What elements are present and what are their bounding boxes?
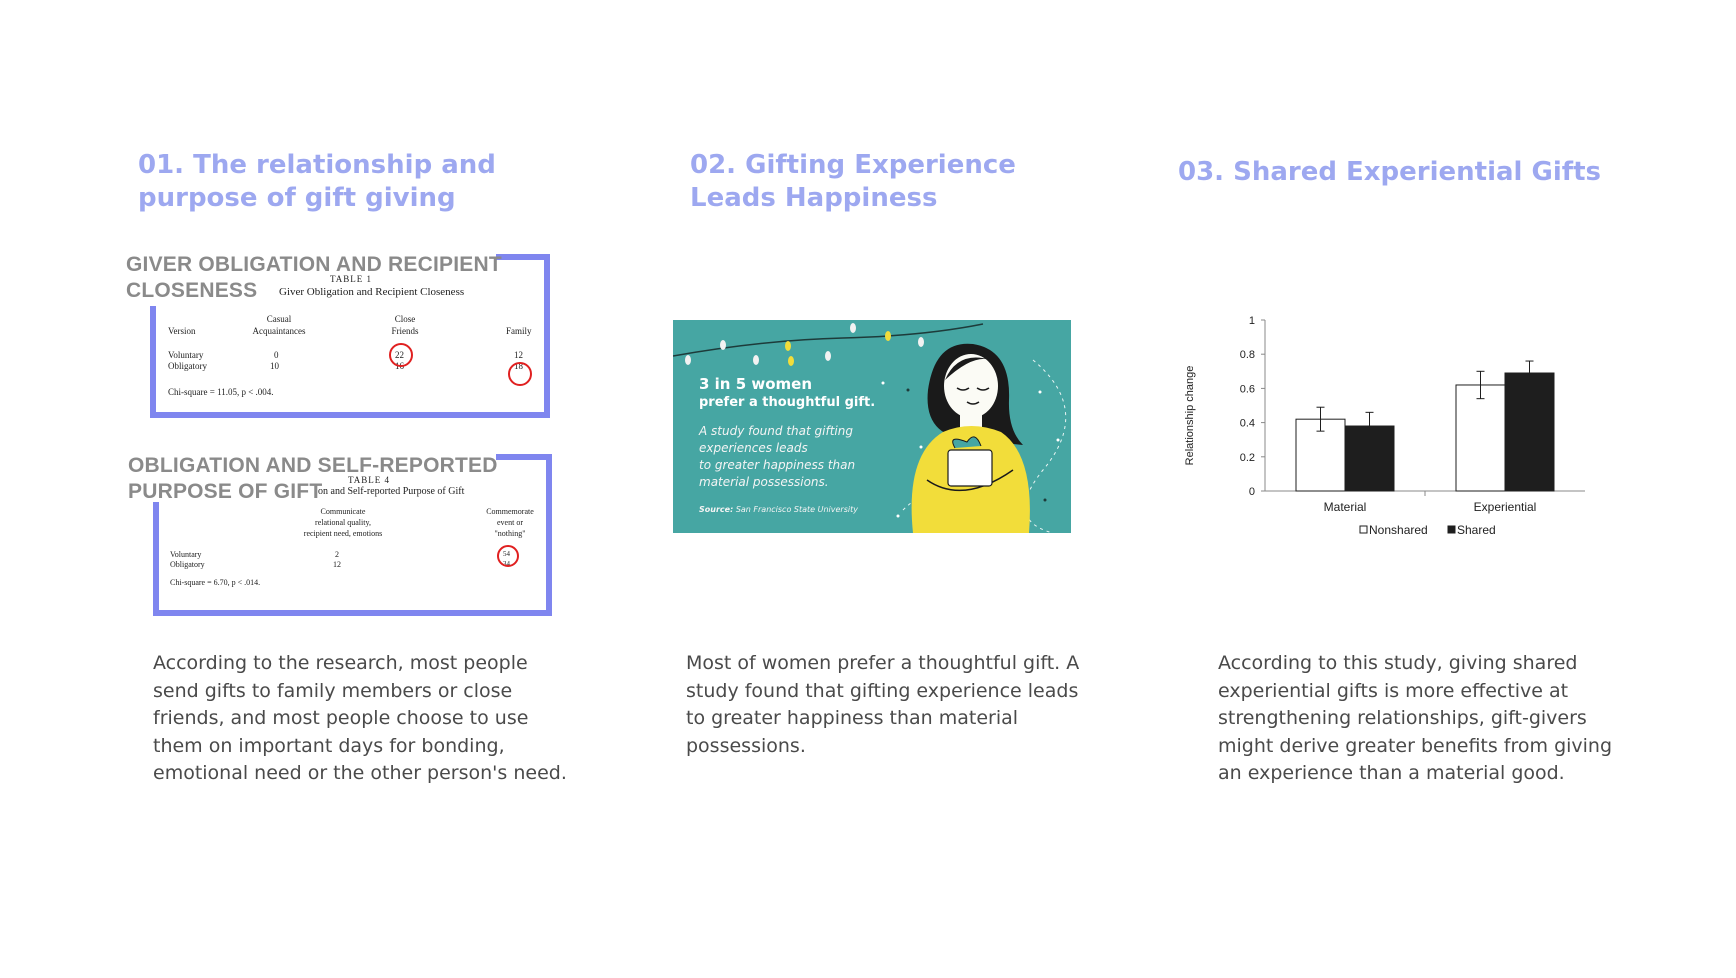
table1-title: Giver Obligation and Recipient Closeness	[279, 286, 465, 298]
y-axis-label: Relationship change	[1184, 366, 1196, 466]
table1-col-family: Family	[506, 326, 532, 336]
col-line: Commemorate	[486, 507, 534, 516]
table1-col-version: Version	[168, 326, 196, 336]
heading-line: 02. Gifting Experience	[690, 150, 1016, 180]
table4-stat: Chi-square = 6.70, p < .014.	[170, 578, 261, 587]
table1-row-obligatory-label: Obligatory	[168, 361, 207, 371]
promo-body-line: material possessions.	[699, 475, 829, 489]
promo-image: 3 in 5 women prefer a thoughtful gift. A…	[673, 320, 1071, 533]
table4-col-communicate: Communicate relational quality, recipien…	[288, 506, 398, 539]
bar-chart: 0 0.2 0.4 0.6 0.8 1 Relationship change Materia…	[1184, 315, 1585, 537]
legend-swatch	[1359, 525, 1368, 534]
overlay-line: CLOSENESS	[126, 279, 258, 302]
table1-col-casual: Casual Acquaintances	[244, 313, 314, 337]
col-line: "nothing"	[494, 529, 526, 538]
table1-row-voluntary-casual: 0	[274, 350, 279, 360]
table1-stat: Chi-square = 11.05, p < .004.	[168, 387, 274, 397]
col-line: event or	[497, 518, 523, 527]
y-tick-label: 0.6	[1240, 383, 1255, 395]
column-2-description: Most of women prefer a thoughtful gift. …	[686, 652, 1080, 757]
overlay-line: OBLIGATION AND SELF-REPORTED	[128, 454, 498, 477]
promo-body-line: to greater happiness than	[699, 458, 856, 472]
table1-col-close: Close Friends	[390, 313, 420, 337]
table1-frame-gap	[124, 250, 496, 306]
promo-title-line2: prefer a thoughtful gift.	[699, 395, 876, 410]
heading-line: 03. Shared Experiential Gifts	[1178, 157, 1601, 187]
table1-overlay-title: GIVER OBLIGATION AND RECIPIENT CLOSENESS	[126, 252, 502, 304]
table4-col-commemorate: Commemorate event or "nothing"	[470, 506, 550, 539]
promo-body-line: experiences leads	[699, 441, 808, 455]
promo-illustration	[673, 323, 1067, 533]
col-line: relational quality,	[315, 518, 371, 527]
col-line: Communicate	[320, 507, 366, 516]
column-3-description: According to this study, giving shared e…	[1218, 652, 1613, 784]
highlight-circle	[497, 545, 519, 567]
table4-label: TABLE 4	[348, 475, 391, 485]
legend-swatch	[1447, 525, 1456, 534]
promo-body: A study found that gifting experiences l…	[699, 423, 855, 491]
y-tick-label: 0.8	[1240, 349, 1255, 361]
column-3-heading: 03. Shared Experiential Gifts	[1178, 156, 1601, 189]
promo-title-line1: 3 in 5 women	[699, 375, 813, 393]
col-line: Friends	[391, 326, 419, 336]
promo-source-value: San Francisco State University	[735, 505, 858, 514]
column-1-heading: 01. The relationship and purpose of gift…	[138, 149, 496, 215]
heading-line: purpose of gift giving	[138, 183, 456, 213]
x-tick-label: Material	[1324, 500, 1367, 514]
x-tick-label: Experiential	[1474, 500, 1537, 514]
y-tick-label: 1	[1249, 315, 1255, 327]
promo-source-label: Source:	[699, 505, 734, 514]
table4-title: on and Self-reported Purpose of Gift	[318, 486, 465, 497]
highlight-circle	[389, 343, 413, 367]
legend-label: Nonshared	[1369, 523, 1428, 537]
y-tick-label: 0.4	[1240, 418, 1255, 430]
table1-row-voluntary-family: 12	[514, 350, 523, 360]
col-line: Acquaintances	[252, 326, 306, 336]
heading-line: Leads Happiness	[690, 183, 938, 213]
promo-body-line: A study found that gifting	[699, 424, 853, 438]
bar-nonshared	[1455, 384, 1506, 492]
overlay-line: GIVER OBLIGATION AND RECIPIENT	[126, 253, 502, 276]
col-line: recipient need, emotions	[303, 529, 383, 538]
table1-label: TABLE 1	[330, 274, 373, 284]
table4-row-voluntary-label: Voluntary	[170, 550, 202, 559]
highlight-circle	[508, 362, 532, 386]
table4-frame-gap	[128, 450, 496, 502]
y-tick-label: 0.2	[1240, 452, 1255, 464]
y-tick-label: 0	[1249, 486, 1255, 498]
column-1-description: According to the research, most people s…	[153, 652, 567, 784]
overlay-line: PURPOSE OF GIFT	[128, 480, 323, 503]
table4-row-voluntary-communicate: 2	[335, 550, 339, 559]
table1-figure: GIVER OBLIGATION AND RECIPIENT CLOSENESS…	[124, 250, 550, 418]
legend-label: Shared	[1457, 523, 1496, 537]
table4-row-obligatory-label: Obligatory	[170, 560, 205, 569]
col-line: Close	[394, 314, 416, 324]
col-line: Casual	[266, 314, 292, 324]
promo-source: Source: San Francisco State University	[699, 505, 858, 515]
table4-figure: OBLIGATION AND SELF-REPORTED PURPOSE OF …	[128, 450, 552, 616]
table4-row-obligatory-communicate: 12	[333, 560, 341, 569]
bar-shared	[1504, 372, 1555, 492]
heading-line: 01. The relationship and	[138, 150, 496, 180]
column-2-heading: 02. Gifting Experience Leads Happiness	[690, 149, 1016, 215]
table1-row-voluntary-label: Voluntary	[168, 350, 204, 360]
table1-row-obligatory-casual: 10	[270, 361, 279, 371]
table4-overlay-title: OBLIGATION AND SELF-REPORTED PURPOSE OF …	[128, 453, 498, 505]
